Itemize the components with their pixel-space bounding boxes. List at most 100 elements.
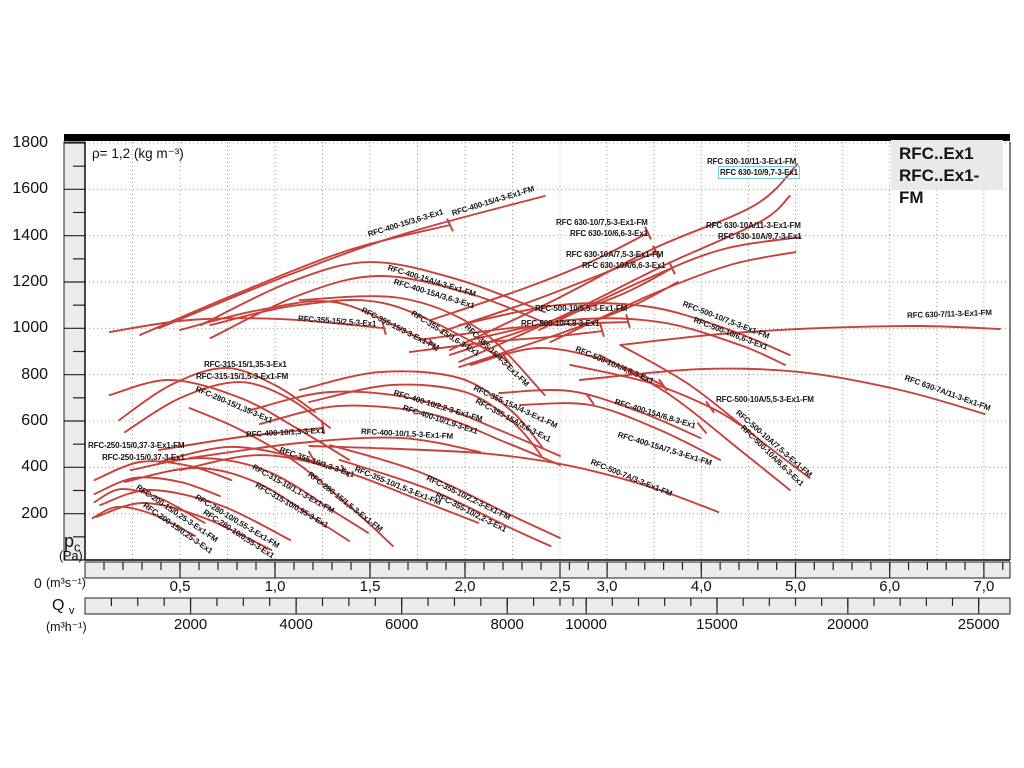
fan-curve — [329, 444, 561, 539]
x1-tick-label: 5,0 — [785, 578, 806, 595]
fan-curve — [619, 344, 811, 479]
y-axis-name: pc — [64, 531, 81, 555]
fan-curve — [179, 454, 480, 524]
curve-label: RFC 630-10/7,5-3-Ex1-FM — [556, 218, 648, 227]
curve-end-tick — [307, 450, 317, 464]
curve-end-tick — [644, 226, 652, 240]
fan-curve — [578, 367, 986, 415]
curve-end-tick — [652, 245, 660, 259]
fan-curve — [209, 299, 508, 362]
curve-label: RFC-500-10/5,5-3-Ex1-FM — [535, 304, 628, 313]
fan-curve — [95, 502, 273, 551]
fan-curve — [429, 232, 649, 321]
curve-label: RFC-500-10/4,8-3-Ex1 — [521, 319, 600, 328]
fan-curve — [498, 389, 702, 439]
curve-label: RFC-250-15/0,37-3-Ex1-FM — [88, 441, 185, 450]
fan-curve — [519, 402, 722, 461]
fan-curve — [158, 195, 546, 330]
fan-curve — [129, 457, 370, 534]
fan-curve — [188, 436, 482, 460]
x2-tick-label: 2000 — [173, 616, 208, 633]
curve-end-tick — [696, 421, 708, 435]
fan-curve — [179, 300, 434, 346]
fan-curve — [108, 379, 351, 461]
curve-end-tick — [446, 218, 454, 232]
curve-label: RFC 630-10A/11-3-Ex1-FM — [706, 221, 801, 230]
fan-curve — [298, 295, 546, 397]
fan-curve — [93, 476, 221, 498]
curve-label: RFC 630-10A/9,7-3-Ex1 — [718, 232, 802, 241]
x-axis2-unit: (m³h⁻¹) — [46, 620, 87, 634]
y-tick-label: 400 — [21, 458, 48, 476]
x-axis1-unit: (m³s⁻¹) — [46, 576, 86, 590]
fan-curve — [338, 458, 552, 548]
curve-label: RFC 630-10/6,6-3-Ex1 — [570, 229, 648, 238]
chart-top-bar — [64, 134, 1010, 141]
fan-curve — [139, 224, 451, 336]
curve-end-tick — [381, 320, 387, 336]
fan-curve — [308, 445, 720, 513]
x2-tick-label: 20000 — [826, 616, 869, 633]
x1-tick-label: 0,5 — [169, 578, 191, 595]
curve-label: RFC-315-15/1,35-3-Ex1 — [204, 360, 287, 369]
legend-line-ex1-fm: RFC..Ex1-FM — [899, 166, 980, 207]
x1-tick-label: 6,0 — [879, 578, 901, 595]
x1-tick-label: 7,0 — [973, 578, 995, 595]
fan-curve — [538, 236, 802, 331]
curve-label: RFC 630-10A/6,6-3-Ex1 — [582, 261, 666, 270]
fan-curve — [123, 381, 332, 434]
curve-end-tick — [705, 400, 715, 414]
x2-tick-label: 4000 — [279, 616, 313, 633]
y-axis-unit: (Pa) — [59, 549, 83, 563]
fan-curve — [298, 370, 544, 450]
y-tick-label: 600 — [21, 411, 48, 429]
y-tick-label: 800 — [21, 365, 48, 383]
air-density-label: ρ= 1,2 (kg m⁻³) — [92, 146, 184, 161]
x1-tick-label: 2,5 — [549, 578, 571, 595]
curve-end-tick — [340, 464, 350, 478]
fan-curve — [469, 317, 787, 366]
fan-curve — [158, 426, 324, 451]
fan-curve — [619, 325, 1001, 346]
curve-end-tick — [502, 353, 512, 367]
curve-label: RFC 630-10/11-3-Ex1-FM — [707, 157, 797, 166]
curve-label: RFC-500-10A/5,5-3-Ex1-FM — [716, 395, 814, 404]
curve-label: RFC-315-15/1,5-3-Ex1-FM — [196, 372, 289, 381]
fan-curve — [99, 489, 292, 542]
fan-curve — [458, 195, 791, 363]
fan-curve — [93, 460, 233, 482]
y-tick-label: 1600 — [12, 180, 48, 198]
x2-tick-label: 25000 — [957, 616, 1000, 633]
x1-tick-label: 3,0 — [596, 578, 618, 595]
x2-tick-label: 15000 — [696, 616, 738, 633]
curve-end-tick — [599, 322, 605, 338]
curve-end-tick — [668, 261, 676, 275]
curve-end-tick — [428, 338, 438, 352]
curve-label-selected[interactable]: RFC 630-10/9,7-3-Ex1 — [718, 166, 800, 179]
curve-end-tick — [585, 392, 595, 406]
fan-curve — [569, 363, 741, 426]
curve-label: RFC-250-15/0,37-3-Ex1 — [102, 453, 185, 462]
fan-curve — [93, 488, 206, 524]
x2-tick-label: 10000 — [565, 616, 608, 633]
x-axis2-ruler — [84, 597, 1011, 615]
y-tick-label: 1800 — [12, 133, 48, 151]
fan-curve — [199, 261, 546, 327]
fan-curve — [118, 366, 316, 422]
x-axis2-name: Q v — [52, 597, 75, 618]
curve-end-tick — [320, 419, 326, 435]
y-tick-label: 1400 — [12, 226, 48, 244]
fan-curve — [91, 505, 197, 537]
y-tick-label: 1200 — [12, 272, 48, 290]
x1-tick-label: 2,0 — [454, 578, 476, 595]
fan-curve — [123, 467, 351, 542]
x1-tick-label: 4,0 — [690, 578, 712, 595]
x1-tick-label: 1,5 — [359, 578, 381, 595]
y-axis-zero: 0 — [34, 575, 42, 591]
fan-curve — [188, 407, 394, 548]
fan-curve — [158, 445, 347, 473]
curve-label: RFC 630-10A/7,5-3-Ex1-FM — [566, 250, 664, 259]
fan-curve — [249, 390, 561, 457]
